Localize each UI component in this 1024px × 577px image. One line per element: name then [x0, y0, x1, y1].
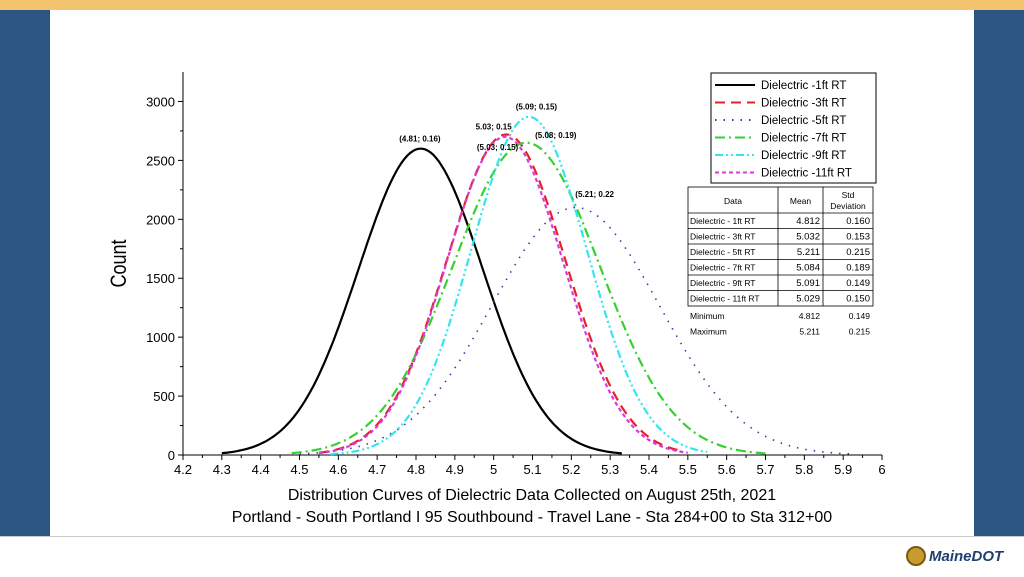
table-cell-mean: 5.032: [796, 232, 820, 243]
summary-std: 0.215: [849, 327, 871, 337]
y-tick-label: 2500: [146, 153, 175, 168]
y-tick-label: 3000: [146, 94, 175, 109]
summary-label: Maximum: [690, 327, 727, 337]
left-side-bar: [0, 10, 50, 536]
table-cell-mean: 5.084: [796, 263, 820, 274]
y-tick-label: 2000: [146, 212, 175, 227]
distribution-chart: 4.2 4.3 4.4 4.5 4.6 4.7 4.8 4.9 5 5.1 5.2 5.3 5.4 5.5…: [107, 72, 886, 526]
x-tick-label: 4.7: [368, 462, 386, 477]
logo-text: MaineDOT: [929, 547, 1004, 565]
table-cell-name: Dielectric - 1ft RT: [690, 216, 756, 226]
legend-label-3: Dielectric -7ft RT: [761, 133, 846, 145]
summary-mean: 5.211: [799, 327, 820, 337]
x-tick-label: 4.2: [174, 462, 192, 477]
table-header-data: Data: [724, 196, 742, 206]
chart-caption-line-2: Portland - South Portland I 95 Southboun…: [232, 509, 833, 526]
table-cell-std: 0.160: [846, 216, 870, 227]
peak-annotation-4: (5.03; 0.15): [477, 143, 519, 152]
table-header-std: Std: [842, 190, 855, 200]
x-tick-label: 5: [490, 462, 497, 477]
x-tick-label: 4.6: [329, 462, 347, 477]
legend-label-2: Dielectric -5ft RT: [761, 115, 846, 127]
y-axis-label: Count: [107, 239, 131, 287]
x-tick-label: 4.8: [407, 462, 425, 477]
table-cell-mean: 5.211: [797, 247, 820, 258]
x-tick-label: 4.4: [252, 462, 270, 477]
peak-annotation-2: (5.09; 0.15): [516, 103, 558, 112]
y-tick-label: 0: [168, 448, 175, 463]
y-tick-label: 1000: [146, 330, 175, 345]
chart-caption-line-1: Distribution Curves of Dielectric Data C…: [288, 487, 776, 504]
summary-label: Minimum: [690, 311, 724, 321]
series-line-3: [291, 141, 766, 455]
peak-annotation-1: 5.03; 0.15: [476, 123, 513, 132]
series-line-5: [318, 135, 688, 455]
table-header-deviation: Deviation: [830, 201, 866, 211]
series-line-4: [330, 115, 708, 456]
right-side-bar: [974, 10, 1024, 536]
summary-std: 0.149: [849, 311, 871, 321]
peak-annotation-5: (5.21; 0.22: [575, 190, 614, 199]
table-cell-mean: 5.029: [796, 294, 820, 305]
y-tick-label: 500: [153, 389, 175, 404]
x-tick-label: 4.9: [446, 462, 464, 477]
x-tick-label: 5.3: [601, 462, 619, 477]
x-tick-label: 5.4: [640, 462, 658, 477]
series-line-0: [221, 147, 622, 455]
x-tick-label: 5.7: [756, 462, 774, 477]
x-tick-label: 5.8: [795, 462, 813, 477]
x-tick-label: 5.5: [679, 462, 697, 477]
peak-annotation-3: (5.08; 0.19): [535, 131, 577, 140]
x-tick-label: 5.2: [562, 462, 580, 477]
x-tick-label: 4.3: [213, 462, 231, 477]
stats-table: [687, 186, 874, 307]
x-tick-label: 6: [878, 462, 885, 477]
x-tick-label: 4.5: [290, 462, 308, 477]
table-cell-std: 0.189: [846, 263, 870, 274]
table-header-mean: Mean: [790, 196, 812, 206]
x-tick-label: 5.1: [523, 462, 541, 477]
legend-box: [710, 72, 877, 184]
peak-annotation-0: (4.81; 0.16): [399, 135, 441, 144]
table-cell-name: Dielectric - 9ft RT: [690, 278, 756, 288]
mainedot-logo: MaineDOT: [906, 543, 1003, 569]
table-cell-std: 0.153: [846, 232, 870, 243]
table-cell-name: Dielectric - 3ft RT: [690, 232, 756, 242]
table-cell-std: 0.149: [846, 278, 870, 289]
table-cell-name: Dielectric - 5ft RT: [690, 247, 756, 257]
table-cell-mean: 4.812: [796, 216, 820, 227]
footer-strip: [0, 536, 1024, 577]
legend-label-5: Dielectric -11ft RT: [761, 168, 852, 180]
table-cell-name: Dielectric - 11ft RT: [690, 294, 760, 304]
legend-label-0: Dielectric -1ft RT: [761, 80, 846, 92]
state-seal-icon: [906, 546, 926, 566]
x-tick-label: 5.9: [834, 462, 852, 477]
legend-label-4: Dielectric -9ft RT: [761, 150, 846, 162]
top-accent-stripe: [0, 0, 1024, 10]
x-tick-label: 5.6: [718, 462, 736, 477]
series-line-1: [318, 133, 681, 454]
table-cell-std: 0.215: [846, 247, 870, 258]
table-cell-name: Dielectric - 7ft RT: [690, 263, 756, 273]
legend-label-1: Dielectric -3ft RT: [761, 98, 846, 110]
table-cell-std: 0.150: [846, 294, 870, 305]
table-cell-mean: 5.091: [796, 278, 820, 289]
summary-mean: 4.812: [799, 311, 821, 321]
y-tick-label: 1500: [146, 271, 175, 286]
